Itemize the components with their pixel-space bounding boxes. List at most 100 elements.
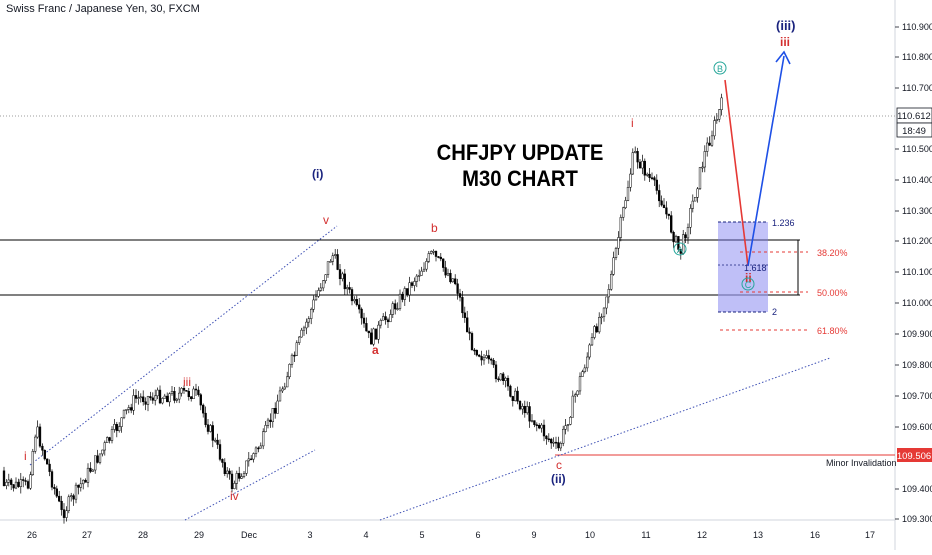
invalidation-price-value: 109.506	[897, 451, 931, 462]
channel-lower-line	[184, 449, 316, 521]
candle-body	[586, 356, 589, 369]
time-axis[interactable]: 26 27 28 29 Dec 3 4 5 6 9 10 11 12 13 16 17	[27, 530, 875, 540]
candle-body	[355, 299, 358, 306]
chart-headline: CHFJPY UPDATE M30 CHART	[414, 140, 626, 192]
candle-body	[526, 406, 529, 414]
fib-label-2: 2	[772, 307, 777, 317]
candle-body	[293, 354, 296, 357]
candle-body	[286, 376, 289, 388]
wave-marker-C-label: C	[745, 280, 752, 290]
candle-body	[96, 455, 99, 463]
candle-body	[425, 261, 428, 270]
candle-body	[72, 495, 75, 500]
candle-body	[48, 463, 51, 472]
candle-body	[581, 371, 584, 377]
candle-body	[595, 326, 598, 333]
candle-body	[490, 358, 493, 361]
candle-body	[341, 273, 344, 279]
candle-body	[264, 425, 267, 432]
candle-body	[240, 476, 243, 479]
candle-body	[622, 207, 625, 218]
candle-body	[502, 373, 505, 381]
price-axis[interactable]: 110.900 110.800 110.700 110.500 110.400 110.3…	[895, 22, 932, 524]
candle-body	[274, 408, 277, 414]
candle-body	[612, 257, 615, 275]
candle-body	[641, 160, 644, 169]
candle-body	[281, 388, 284, 392]
candle-body	[288, 363, 291, 378]
price-tick-label: 110.000	[902, 298, 932, 308]
candle-body	[223, 462, 226, 475]
candle-body	[475, 349, 478, 356]
candle-body	[497, 378, 500, 381]
candle-body	[413, 281, 416, 286]
candle-body	[540, 424, 543, 429]
minor-invalidation-label: Minor Invalidation	[826, 458, 897, 468]
candle-body	[686, 227, 690, 239]
candle-body	[300, 329, 303, 338]
candle-body	[394, 303, 397, 310]
candle-body	[142, 396, 145, 403]
candle-body	[538, 424, 541, 429]
price-tick-label: 109.300	[902, 514, 932, 524]
candle-body	[550, 438, 553, 444]
candle-body	[108, 437, 111, 441]
candle-body	[53, 486, 56, 490]
candle-body	[473, 349, 476, 352]
candle-body	[158, 389, 162, 404]
candle-body	[130, 407, 133, 411]
candle-body	[415, 275, 418, 282]
candle-body	[211, 425, 214, 441]
headline-line-2: M30 CHART	[462, 166, 578, 191]
candle-body	[228, 470, 231, 475]
candle-body	[180, 387, 183, 394]
price-tick-label: 109.900	[902, 329, 932, 339]
candle-body	[655, 179, 658, 191]
candle-body	[401, 293, 404, 300]
candle-body	[125, 409, 128, 411]
candle-body	[329, 261, 332, 263]
headline-line-1: CHFJPY UPDATE	[436, 140, 604, 165]
candle-body	[103, 442, 106, 451]
time-tick-label: 26	[27, 530, 37, 540]
candle-body	[552, 441, 555, 444]
candle-body	[408, 282, 411, 296]
candle-body	[576, 390, 579, 395]
candle-body	[370, 332, 373, 345]
candle-body	[194, 388, 198, 391]
candle-body	[600, 316, 603, 319]
candle-body	[170, 390, 174, 394]
price-tick-label: 110.500	[902, 144, 932, 154]
candle-body	[432, 250, 435, 253]
candle-body	[276, 400, 279, 414]
candle-body	[89, 467, 92, 472]
price-tick-label: 110.100	[902, 267, 932, 277]
candle-body	[110, 429, 114, 441]
candle-body	[122, 409, 126, 419]
candle-body	[629, 173, 632, 188]
price-tick-label: 110.200	[902, 236, 932, 246]
wave-label-i-top: i	[631, 116, 634, 130]
candle-body	[91, 469, 94, 472]
candle-body	[617, 237, 620, 249]
candle-body	[74, 484, 78, 500]
candle-body	[235, 473, 238, 484]
candle-body	[569, 416, 572, 425]
candle-body	[648, 173, 651, 178]
candle-body	[643, 160, 646, 176]
candle-body	[67, 496, 70, 511]
candle-body	[494, 364, 498, 380]
candle-body	[115, 424, 118, 431]
fib-label-50: 50.00%	[817, 288, 848, 298]
candle-body	[322, 280, 325, 289]
candle-body	[619, 217, 622, 238]
candle-body	[456, 283, 459, 294]
candle-body	[523, 406, 526, 414]
fib-label-1236: 1.236	[772, 218, 795, 228]
candle-body	[514, 390, 517, 402]
candle-body	[521, 406, 524, 410]
projection-down-leg	[724, 79, 749, 267]
candle-body	[478, 354, 481, 357]
